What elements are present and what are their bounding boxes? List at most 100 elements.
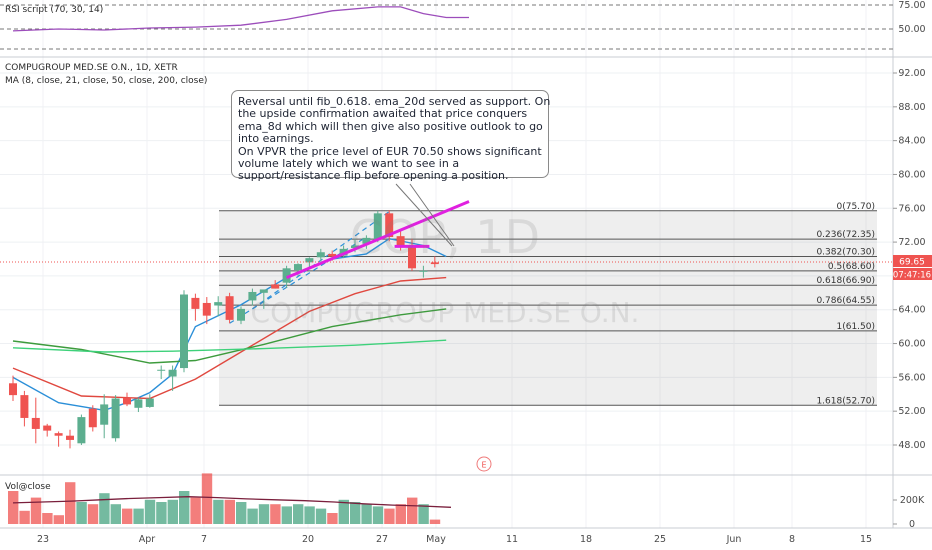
- volume-bar: [42, 513, 53, 524]
- candle-body: [373, 213, 382, 240]
- volume-ma-line: [12, 496, 452, 508]
- volume-bar: [315, 508, 327, 524]
- volume-bars: 200K 0: [8, 473, 925, 530]
- time-tick-label: 18: [580, 534, 592, 545]
- current-price-label: 69.65: [899, 258, 925, 268]
- fib-level-label: 0.786(64.55): [816, 296, 875, 306]
- volume-bar: [179, 491, 190, 524]
- candle-body: [9, 383, 17, 396]
- volume-bar: [144, 499, 156, 524]
- price-tick-label: 48.00: [898, 440, 925, 451]
- time-tick-label: May: [426, 534, 446, 545]
- volume-bar: [76, 502, 87, 524]
- watermark-symbol: COP, 1D: [350, 210, 540, 264]
- rsi-line: [12, 6, 469, 32]
- earnings-marker[interactable]: E: [476, 456, 492, 472]
- volume-axis-label: 200K: [900, 495, 925, 506]
- volume-bar: [327, 513, 338, 524]
- candle-body: [20, 395, 29, 418]
- annotation-line: the upside confirmation awaited that pri…: [238, 107, 528, 121]
- candle-body: [66, 435, 74, 440]
- time-tick-label: Apr: [139, 534, 156, 545]
- candle-body: [237, 308, 245, 321]
- candle-body: [202, 302, 211, 316]
- time-tick-label: 15: [860, 534, 872, 545]
- ma-legend[interactable]: MA (8, close, 21, close, 50, close, 200,…: [5, 76, 208, 86]
- candle-body: [145, 398, 154, 407]
- candle-body: [77, 417, 86, 444]
- volume-legend[interactable]: Vol@close: [5, 482, 51, 492]
- price-tick-label: 64.00: [898, 305, 925, 316]
- countdown-tag: [893, 268, 932, 280]
- fib-level-label: 0.382(70.30): [816, 247, 875, 257]
- price-tick-label: 76.00: [898, 203, 925, 214]
- watermark-name: COMPUGROUP MED.SE O.N.: [251, 296, 640, 329]
- volume-bar: [8, 491, 19, 524]
- volume-bar: [213, 499, 224, 524]
- callout-pointer: [395, 183, 453, 247]
- volume-bar: [384, 508, 395, 524]
- rsi-level-label: 50.00: [898, 24, 925, 35]
- volume-bar: [338, 499, 349, 524]
- volume-bar: [224, 499, 235, 524]
- ma-line-4: [12, 339, 447, 353]
- candle-body: [180, 294, 188, 369]
- price-tick-label: 60.00: [898, 339, 925, 350]
- candle-body: [282, 268, 291, 283]
- annotation-line: ema_8d which will then give also positiv…: [238, 119, 543, 133]
- volume-bar: [258, 504, 270, 524]
- volume-bar: [418, 504, 429, 524]
- volume-bar: [65, 482, 76, 524]
- fib-zone: [219, 210, 877, 406]
- candle-body: [408, 246, 416, 269]
- price-tick-label: 84.00: [898, 136, 925, 147]
- candle-body: [362, 237, 371, 244]
- fibonacci-retracement[interactable]: 0(75.70) 0.236(72.35) 0.382(70.30) 0.5(68.6…: [219, 202, 877, 406]
- candle-body: [430, 262, 439, 265]
- fib-level-label: 1.618(52.70): [816, 396, 875, 406]
- time-tick-label: 25: [654, 534, 666, 545]
- candle-body: [419, 270, 428, 272]
- candle-body: [214, 302, 223, 306]
- candle-body: [271, 284, 280, 289]
- time-tick-label: Jun: [726, 534, 742, 545]
- candle-body: [43, 425, 52, 431]
- volume-bar: [304, 506, 315, 524]
- annotation-line: On VPVR the price level of EUR 70.50 sho…: [238, 144, 542, 158]
- candle-body: [134, 399, 143, 408]
- price-tick-label: 88.00: [898, 102, 925, 113]
- candle-body: [191, 297, 200, 309]
- symbol-legend[interactable]: COMPUGROUP MED.SE O.N., 1D, XETR: [5, 63, 178, 73]
- candle-body: [385, 213, 394, 238]
- volume-bar: [372, 506, 384, 524]
- volume-bar: [156, 502, 167, 524]
- price-tick-label: 52.00: [898, 406, 925, 417]
- rsi-level-label: 75.00: [898, 0, 925, 11]
- candle-body: [294, 264, 302, 270]
- time-axis[interactable]: 23 Apr 7 20 27 May 11 18 25 Jun 8 15: [37, 534, 872, 545]
- candle-body: [54, 433, 63, 436]
- countdown-label: 07:47:16: [893, 271, 931, 281]
- volume-bar: [407, 497, 418, 524]
- time-tick-label: 7: [201, 534, 207, 545]
- volume-bar: [429, 519, 441, 524]
- annotation-callout[interactable]: Reversal until fib_0.618. ema_20d served…: [231, 90, 550, 182]
- fib-level-label: 0(75.70): [836, 202, 875, 212]
- volume-bar: [293, 504, 304, 524]
- callout-pointer-2: [409, 183, 455, 247]
- volume-bar: [281, 506, 292, 524]
- time-tick-label: 8: [789, 534, 795, 545]
- trend-line[interactable]: [286, 200, 470, 279]
- volume-axis-label: 0: [909, 519, 915, 530]
- price-tick-label: 56.00: [898, 372, 925, 383]
- volume-bar: [99, 493, 110, 524]
- rsi-legend[interactable]: RSI script (70, 30, 14): [5, 5, 104, 15]
- earnings-marker-label: E: [481, 461, 486, 470]
- candle-body: [157, 369, 166, 371]
- current-price-tag: [893, 255, 932, 267]
- volume-bar: [110, 504, 121, 524]
- trend-line-segment: [286, 200, 470, 279]
- candle-body: [123, 397, 131, 405]
- candle-body: [351, 245, 359, 249]
